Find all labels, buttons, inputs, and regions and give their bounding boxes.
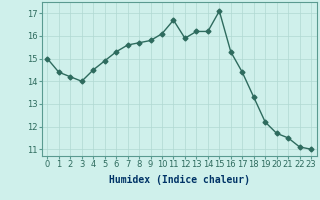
X-axis label: Humidex (Indice chaleur): Humidex (Indice chaleur) bbox=[109, 175, 250, 185]
